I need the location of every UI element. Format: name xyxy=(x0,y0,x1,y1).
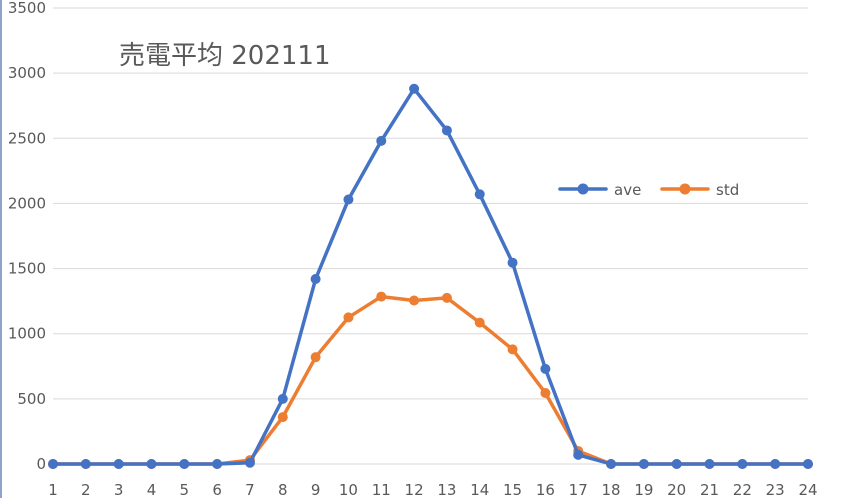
data-point-ave xyxy=(376,135,387,146)
y-tick-label: 1000 xyxy=(8,325,46,343)
x-tick-label: 3 xyxy=(114,481,124,498)
data-point-ave xyxy=(441,125,452,136)
data-point-ave xyxy=(770,459,781,469)
data-point-std xyxy=(474,317,485,328)
x-axis-labels: 1 2 3 4 5 6 7 8 9 10 11 12 13 14 15 16 17 18 19 20 21 22 23 24 xyxy=(48,481,817,498)
data-point-ave xyxy=(671,459,682,469)
data-point-ave xyxy=(507,257,518,268)
data-point-ave xyxy=(277,393,288,404)
legend-marker-std xyxy=(679,183,691,195)
x-tick-label: 20 xyxy=(667,481,686,498)
data-point-std xyxy=(441,292,452,303)
x-tick-label: 11 xyxy=(372,481,391,498)
data-point-std xyxy=(376,291,387,302)
y-axis-labels: 0 500 1000 1500 2000 2500 3000 3500 xyxy=(8,0,46,473)
x-tick-label: 16 xyxy=(536,481,555,498)
x-tick-label: 10 xyxy=(339,481,358,498)
x-tick-label: 15 xyxy=(503,481,522,498)
data-point-ave xyxy=(310,273,321,284)
data-point-std xyxy=(277,412,288,423)
x-tick-label: 6 xyxy=(212,481,222,498)
y-tick-label: 0 xyxy=(36,455,46,473)
data-point-ave xyxy=(474,189,485,200)
data-point-std xyxy=(540,387,551,398)
data-point-ave xyxy=(244,457,255,468)
y-tick-label: 1500 xyxy=(8,260,46,278)
data-point-ave xyxy=(179,459,190,469)
x-tick-label: 21 xyxy=(700,481,719,498)
y-tick-label: 3500 xyxy=(8,0,46,17)
x-tick-label: 13 xyxy=(437,481,456,498)
x-tick-label: 12 xyxy=(405,481,424,498)
x-tick-label: 5 xyxy=(180,481,190,498)
series-line-ave xyxy=(51,87,810,466)
legend-item-ave: ave xyxy=(558,181,641,199)
legend-marker-ave xyxy=(577,183,589,195)
data-point-ave xyxy=(48,459,58,469)
x-tick-label: 23 xyxy=(766,481,785,498)
x-tick-label: 18 xyxy=(601,481,620,498)
data-point-ave xyxy=(409,83,420,94)
x-tick-label: 7 xyxy=(245,481,255,498)
data-point-std xyxy=(507,344,518,355)
data-point-ave xyxy=(540,363,551,374)
data-point-std xyxy=(409,295,420,306)
data-point-ave xyxy=(113,459,124,469)
data-point-ave xyxy=(606,459,617,469)
y-tick-label: 2000 xyxy=(8,194,46,212)
gridlines xyxy=(53,7,808,465)
x-tick-label: 1 xyxy=(48,481,58,498)
x-tick-label: 8 xyxy=(278,481,288,498)
series-ave xyxy=(48,83,813,469)
data-point-ave xyxy=(80,459,91,469)
series-lines xyxy=(48,83,813,469)
y-tick-label: 2500 xyxy=(8,129,46,147)
y-tick-label: 500 xyxy=(17,390,46,408)
data-point-ave xyxy=(146,459,157,469)
x-tick-label: 9 xyxy=(311,481,321,498)
series-line-std xyxy=(51,294,810,466)
legend-label-std: std xyxy=(716,181,739,199)
data-point-ave xyxy=(638,459,649,469)
x-tick-label: 22 xyxy=(733,481,752,498)
x-tick-label: 24 xyxy=(798,481,817,498)
data-point-ave xyxy=(704,459,715,469)
x-tick-label: 17 xyxy=(569,481,588,498)
legend-item-std: std xyxy=(660,181,739,199)
chart-title: 売電平均 202111 xyxy=(119,41,331,71)
data-point-ave xyxy=(803,459,813,469)
chart-left-border xyxy=(0,0,2,498)
legend: ave std xyxy=(558,181,739,199)
x-tick-label: 2 xyxy=(81,481,91,498)
y-tick-label: 3000 xyxy=(8,64,46,82)
series-std xyxy=(48,291,813,469)
x-tick-label: 14 xyxy=(470,481,489,498)
legend-label-ave: ave xyxy=(614,181,641,199)
data-point-ave xyxy=(573,449,584,460)
x-tick-label: 19 xyxy=(634,481,653,498)
data-point-ave xyxy=(343,194,354,205)
data-point-ave xyxy=(212,459,223,469)
data-point-std xyxy=(343,312,354,323)
data-point-ave xyxy=(737,459,748,469)
x-tick-label: 4 xyxy=(147,481,157,498)
data-point-std xyxy=(310,352,321,363)
